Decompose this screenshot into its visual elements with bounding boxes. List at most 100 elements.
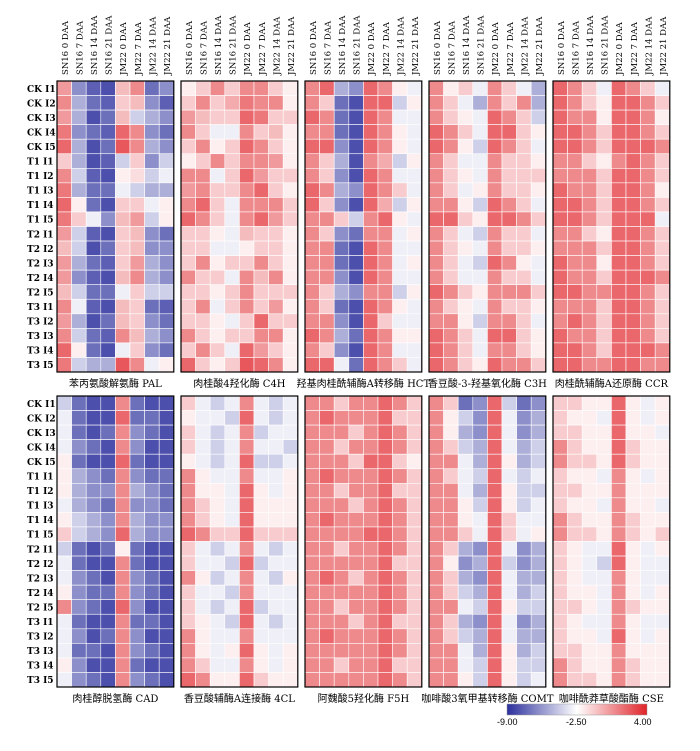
heatmap-cell xyxy=(180,526,196,542)
heatmap-cell xyxy=(71,298,87,315)
heatmap-cell xyxy=(640,269,656,285)
heatmap-cell xyxy=(144,468,160,484)
heatmap-cell xyxy=(406,240,423,256)
heatmap-cell xyxy=(158,313,175,329)
heatmap-cell xyxy=(581,211,598,227)
heatmap-cell xyxy=(611,284,627,300)
heatmap-cell xyxy=(625,226,641,242)
heatmap-cell xyxy=(158,153,175,169)
heatmap-cell xyxy=(129,512,145,528)
heatmap-cell xyxy=(144,197,160,213)
heatmap-cell xyxy=(319,226,335,242)
heatmap-cell xyxy=(115,395,131,411)
heatmap-cell xyxy=(180,211,196,227)
heatmap-cell xyxy=(552,672,568,688)
heatmap-cell xyxy=(406,468,423,484)
heatmap-cell xyxy=(195,197,211,213)
heatmap-cell xyxy=(333,197,350,213)
heatmap-cell xyxy=(239,211,255,227)
heatmap-cell xyxy=(71,124,87,140)
heatmap-cell xyxy=(304,657,320,673)
heatmap-cell xyxy=(530,124,547,140)
heatmap-cell xyxy=(319,269,335,285)
heatmap-cell xyxy=(158,453,175,470)
heatmap-cell xyxy=(158,628,175,644)
heatmap-cell xyxy=(348,95,364,111)
heatmap-cell xyxy=(333,453,350,470)
heatmap-cell xyxy=(71,599,87,615)
heatmap-cell xyxy=(443,672,459,688)
heatmap-cell xyxy=(581,342,598,358)
heatmap-cell xyxy=(253,584,269,601)
heatmap-cell xyxy=(333,226,350,242)
heatmap-cell xyxy=(268,313,284,329)
heatmap-cell xyxy=(611,168,627,184)
heatmap-cell xyxy=(567,672,583,688)
heatmap-cell xyxy=(348,555,364,571)
heatmap-cell xyxy=(180,197,196,213)
heatmap-cell xyxy=(304,599,320,615)
heatmap-cell xyxy=(377,410,393,426)
heatmap-cell xyxy=(268,541,284,557)
heatmap-cell xyxy=(195,526,211,542)
heatmap-cell xyxy=(428,153,444,169)
heatmap-cell xyxy=(195,298,211,315)
heatmap-cell xyxy=(56,342,72,358)
heatmap-cell xyxy=(304,313,320,329)
heatmap-cell xyxy=(443,482,459,499)
heatmap-cell xyxy=(487,482,503,499)
heatmap-cell xyxy=(115,657,131,673)
heatmap-cell xyxy=(428,613,444,630)
heatmap-cell xyxy=(100,95,116,111)
heatmap-cell xyxy=(282,240,299,256)
heatmap-cell xyxy=(611,570,627,586)
column-label: SN16 0 DAA xyxy=(433,20,443,75)
heatmap-cell xyxy=(180,439,196,455)
heatmap-cell xyxy=(428,342,444,358)
row-label: CK I1 xyxy=(27,400,56,410)
heatmap-cell xyxy=(239,395,255,411)
heatmap-cell xyxy=(428,439,444,455)
heatmap-cell xyxy=(392,468,408,484)
heatmap-cell xyxy=(56,240,72,256)
heatmap-cell xyxy=(282,269,299,285)
heatmap-cell xyxy=(501,643,517,659)
heatmap-cell xyxy=(377,197,393,213)
heatmap-cell xyxy=(611,357,627,373)
heatmap-cell xyxy=(640,613,656,630)
heatmap-cell xyxy=(443,657,459,673)
heatmap-cell xyxy=(406,284,423,300)
heatmap-cell xyxy=(319,182,335,198)
heatmap-cell xyxy=(406,628,423,644)
heatmap-cell xyxy=(552,269,568,285)
heatmap-cell xyxy=(552,468,568,484)
heatmap-cell xyxy=(129,342,145,358)
heatmap-cell xyxy=(501,628,517,644)
heatmap-cell xyxy=(654,153,671,169)
heatmap-cell xyxy=(144,138,160,155)
heatmap-cell xyxy=(348,570,364,586)
heatmap-cell xyxy=(611,298,627,315)
heatmap-cell xyxy=(129,328,145,344)
heatmap-cell xyxy=(100,313,116,329)
heatmap-cell xyxy=(654,468,671,484)
heatmap-cell xyxy=(158,109,175,125)
panel-title: 阿魏酸5羟化酶 F5H xyxy=(318,692,410,705)
heatmap-cell xyxy=(144,541,160,557)
heatmap-cell xyxy=(363,342,379,358)
heatmap-cell xyxy=(158,439,175,455)
heatmap-cell xyxy=(567,80,583,96)
heatmap-cell xyxy=(129,643,145,659)
heatmap-cell xyxy=(625,240,641,256)
heatmap-cell xyxy=(348,284,364,300)
heatmap-cell xyxy=(115,424,131,440)
heatmap-cell xyxy=(239,526,255,542)
heatmap-cell xyxy=(282,541,299,557)
heatmap-cell xyxy=(625,255,641,271)
heatmap-cell xyxy=(406,298,423,315)
heatmap-cell xyxy=(392,168,408,184)
heatmap-cell xyxy=(180,153,196,169)
heatmap-cell xyxy=(304,284,320,300)
panel-title: 肉桂酸4羟化酶 C4H xyxy=(193,377,286,390)
heatmap-cell xyxy=(530,255,547,271)
